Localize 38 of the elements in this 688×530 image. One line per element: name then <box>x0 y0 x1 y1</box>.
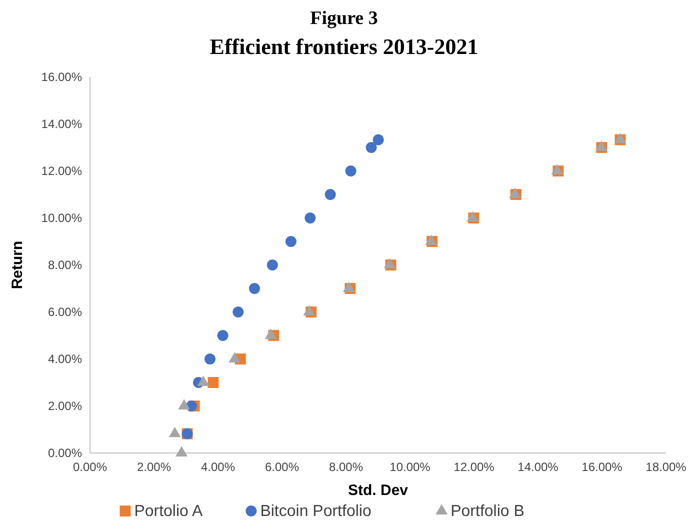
x-tick-label: 16.00% <box>582 460 623 474</box>
y-tick-label: 0.00% <box>48 446 82 460</box>
chart-subtitle: Efficient frontiers 2013-2021 <box>210 34 478 59</box>
point <box>204 354 216 364</box>
chart-title: Figure 3 <box>310 8 378 29</box>
x-tick-label: 18.00% <box>646 460 687 474</box>
point <box>266 260 278 270</box>
y-tick-label: 12.00% <box>41 164 82 178</box>
x-tick-label: 6.00% <box>264 460 300 474</box>
y-tick-label: 2.00% <box>48 399 82 414</box>
point <box>366 142 377 153</box>
point <box>304 212 316 224</box>
y-tick-label: 16.00% <box>41 70 82 84</box>
legend-label: Bitcoin Portfolio <box>260 503 372 520</box>
y-tick-label: 14.00% <box>41 117 82 132</box>
x-tick-label: 10.00% <box>390 460 431 474</box>
point <box>248 283 260 294</box>
point <box>217 330 228 341</box>
legend-label: Portolio A <box>134 503 204 520</box>
y-tick-label: 4.00% <box>48 352 82 366</box>
y-tick-label: 6.00% <box>48 305 82 320</box>
y-tick-label: 10.00% <box>41 211 82 226</box>
point <box>324 189 336 200</box>
x-tick-label: 2.00% <box>136 460 172 474</box>
point <box>232 306 244 318</box>
point <box>345 166 356 176</box>
x-tick-label: 14.00% <box>518 460 559 474</box>
point <box>285 236 296 247</box>
legend-label: Portfolio B <box>450 503 524 520</box>
y-tick-label: 8.00% <box>48 258 82 272</box>
point <box>208 377 219 388</box>
y-axis-title: Return <box>9 240 26 290</box>
point <box>372 134 384 146</box>
x-tick-label: 4.00% <box>200 460 236 474</box>
x-tick-label: 8.00% <box>328 460 364 474</box>
x-tick-label: 0.00% <box>72 460 108 474</box>
x-axis-title: Std. Dev <box>348 482 409 499</box>
x-tick-label: 12.00% <box>454 460 495 474</box>
